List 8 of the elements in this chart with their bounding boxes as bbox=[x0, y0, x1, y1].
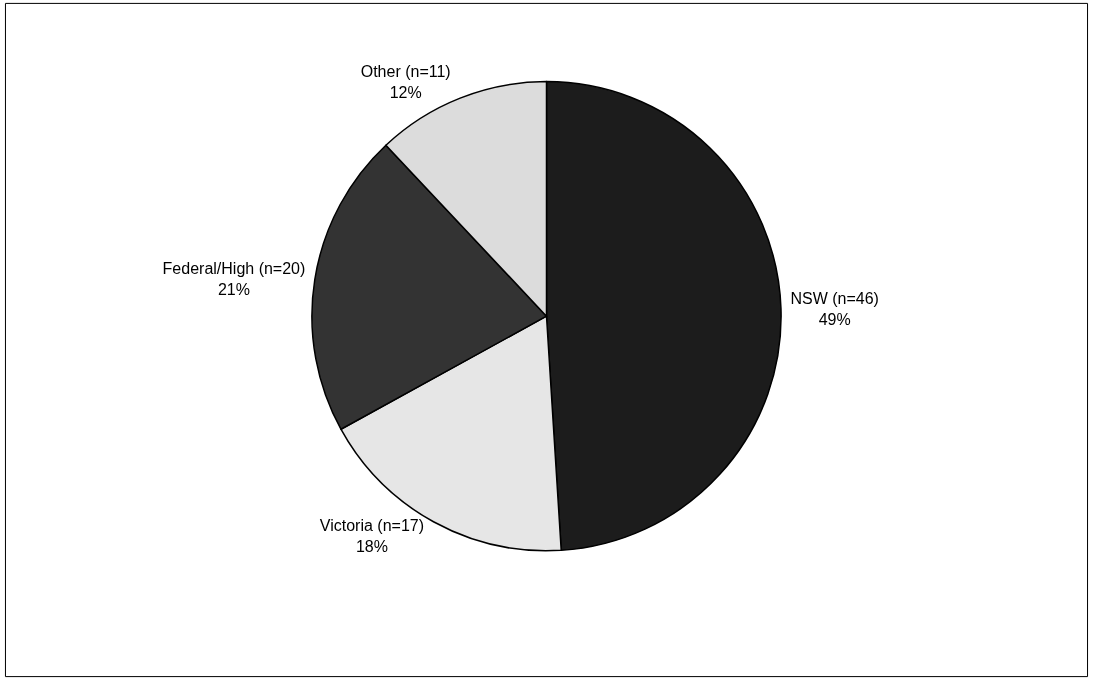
data-label: 18% bbox=[355, 538, 388, 556]
slice-label: NSW (n=46) bbox=[790, 289, 879, 307]
data-label: 49% bbox=[818, 310, 851, 328]
slice-label: Victoria (n=17) bbox=[319, 517, 425, 535]
slice-label: Other (n=11) bbox=[360, 62, 451, 80]
data-label: 21% bbox=[217, 280, 250, 298]
data-label: 12% bbox=[389, 83, 422, 101]
slice-label: Federal/High (n=20) bbox=[162, 260, 306, 278]
